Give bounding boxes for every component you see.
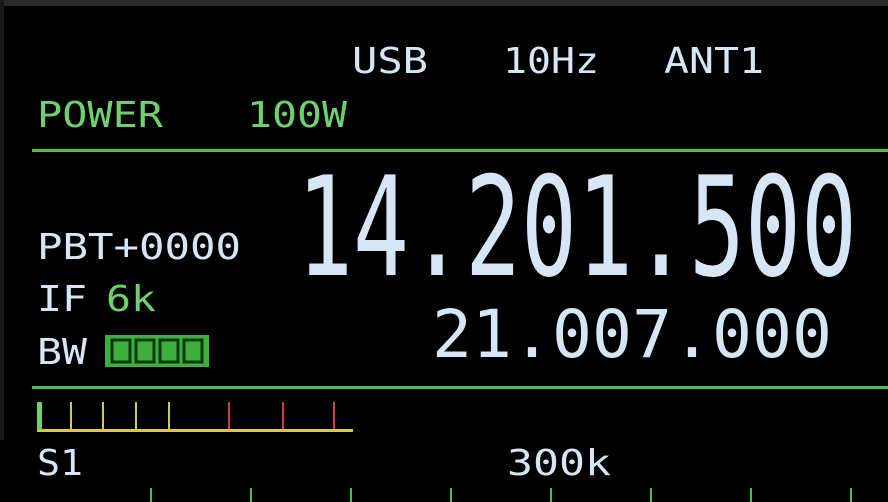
meter-tick [102, 402, 104, 429]
divider [32, 386, 888, 389]
scope-tick [150, 488, 152, 502]
meter-bar [37, 402, 42, 430]
meter-tick [282, 402, 284, 429]
bw-cell [110, 338, 132, 364]
main-frequency: 14.201.500 [297, 147, 857, 308]
meter-tick [228, 402, 230, 429]
tuning-step: 10Hz [503, 41, 599, 82]
bw-cell [158, 338, 180, 364]
scope-tick [850, 488, 852, 502]
meter-tick [168, 402, 170, 429]
scope-tick [450, 488, 452, 502]
if-value: 6k [106, 279, 156, 320]
bw-label: BW [37, 332, 87, 373]
antenna: ANT1 [664, 41, 764, 82]
bw-indicator [105, 335, 209, 367]
meter-tick [135, 402, 137, 429]
power-label: POWER [37, 95, 163, 136]
scope-ticks [150, 488, 852, 502]
mode: USB [352, 41, 428, 82]
power-value: 100W [247, 95, 347, 136]
scope-tick [250, 488, 252, 502]
s-meter [37, 402, 353, 432]
meter-tick [333, 402, 335, 429]
pbt: PBT+0000 [37, 227, 241, 268]
scope-tick [750, 488, 752, 502]
bezel-left [0, 0, 4, 440]
bw-cell [182, 338, 204, 364]
bezel-top [0, 0, 888, 6]
bw-cell [134, 338, 156, 364]
meter-tick [70, 402, 72, 429]
meter-scale [37, 429, 353, 432]
sub-frequency: 21.007.000 [432, 296, 832, 373]
scope-tick [350, 488, 352, 502]
divider [32, 149, 888, 152]
meter-label: S1 [37, 443, 83, 484]
scope-tick [550, 488, 552, 502]
scope-tick [650, 488, 652, 502]
span: 300k [507, 443, 611, 484]
if-label: IF [37, 279, 87, 320]
